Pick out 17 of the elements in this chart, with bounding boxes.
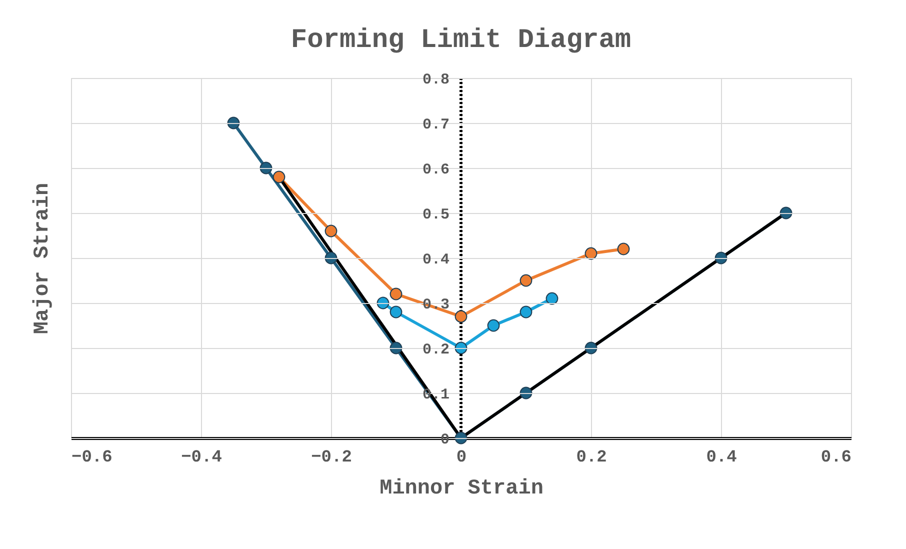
x-tick-label: −0.4 bbox=[181, 448, 222, 468]
x-tick-label: 0.6 bbox=[820, 448, 852, 468]
x-tick-label: 0.4 bbox=[706, 448, 737, 468]
y-tick-label: 0.5 bbox=[422, 206, 450, 224]
y-tick-label: 0.4 bbox=[422, 252, 450, 268]
y-tick-label: 0.2 bbox=[422, 342, 450, 358]
y-tick-label: 0.8 bbox=[422, 72, 450, 88]
y-tick-label: 0.1 bbox=[422, 386, 450, 404]
x-tick-label: 0.2 bbox=[576, 448, 607, 468]
y-tick-label: 0.6 bbox=[422, 162, 450, 178]
x-tick-label: −0.2 bbox=[311, 448, 352, 468]
y-axis-title: Major Strain bbox=[32, 182, 54, 334]
x-tick-label: −0.6 bbox=[72, 448, 112, 468]
x-tick-label: 0 bbox=[456, 448, 467, 468]
y-tick-label: 0.7 bbox=[422, 116, 450, 134]
chart-title: Forming Limit Diagram bbox=[290, 26, 632, 56]
x-axis-title: Minnor Strain bbox=[380, 478, 544, 500]
